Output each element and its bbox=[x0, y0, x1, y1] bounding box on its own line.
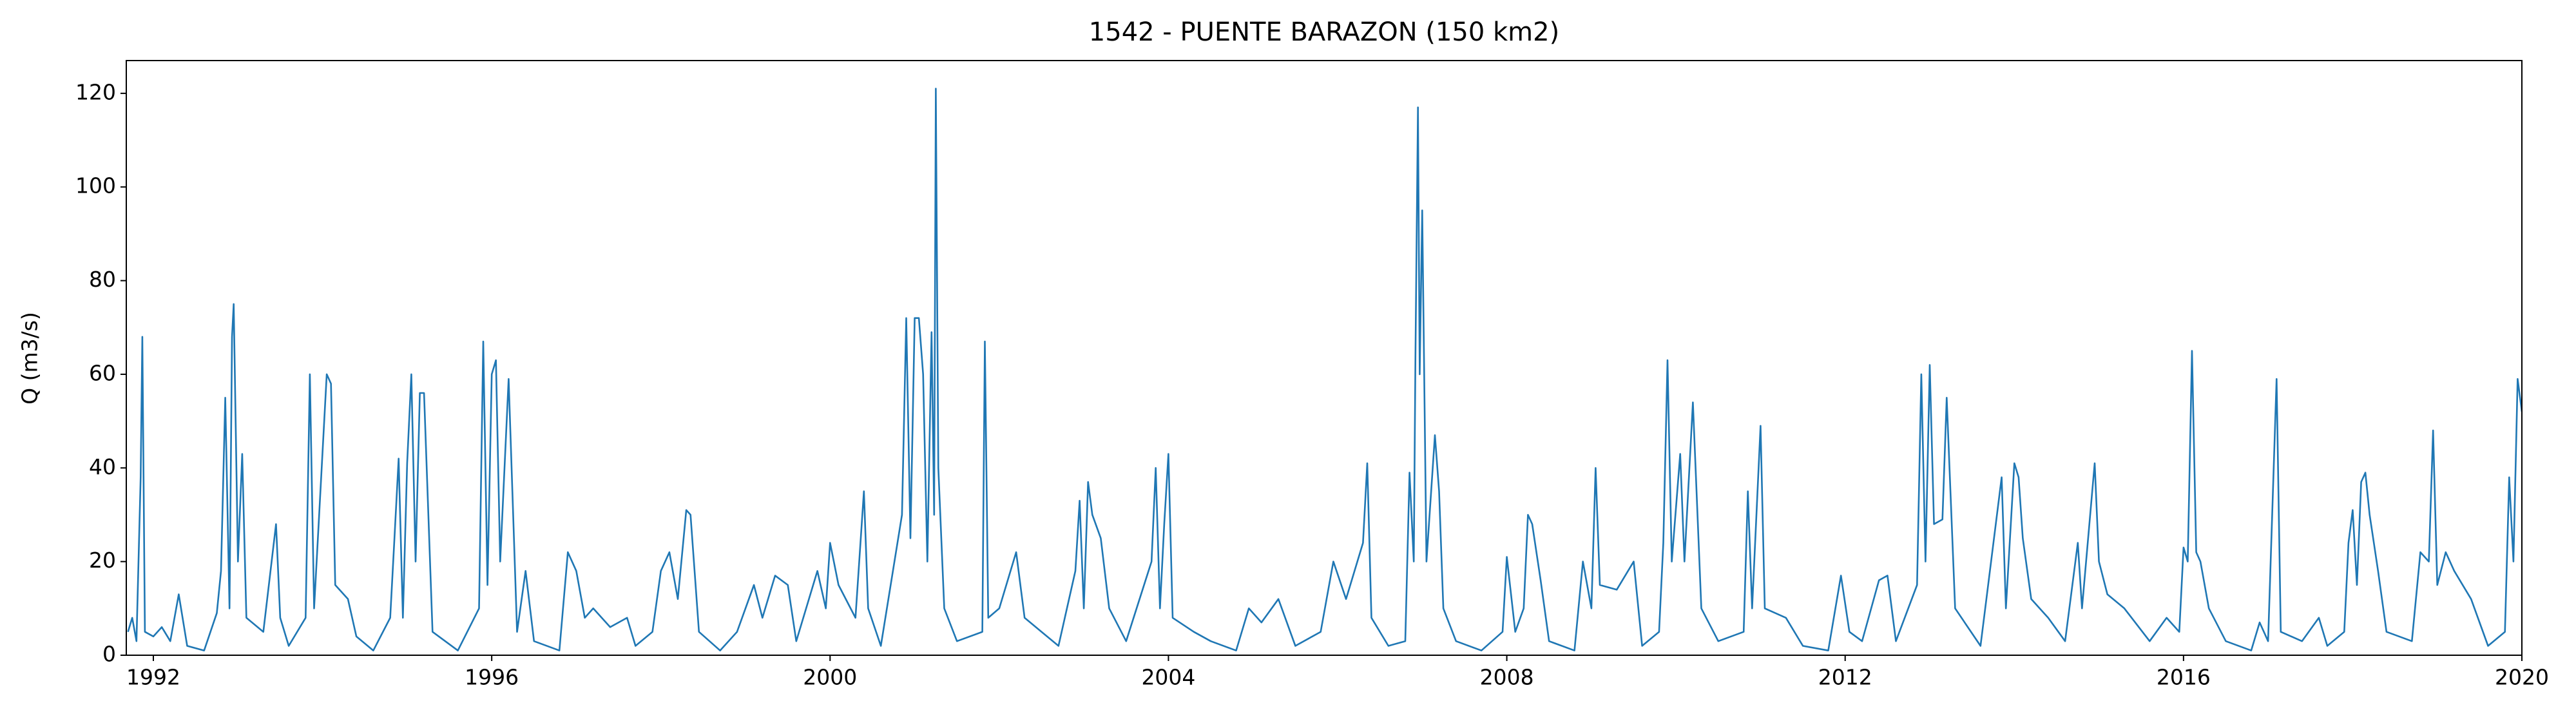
y-tick-label: 60 bbox=[89, 360, 116, 385]
y-tick-label: 80 bbox=[89, 267, 116, 292]
x-tick-label: 1996 bbox=[465, 665, 519, 690]
y-tick-label: 0 bbox=[102, 642, 116, 667]
x-tick-label: 2012 bbox=[1818, 665, 1872, 690]
x-tick-label: 1992 bbox=[126, 665, 180, 690]
series-line bbox=[127, 88, 2522, 651]
y-tick-label: 20 bbox=[89, 548, 116, 573]
x-tick-label: 2016 bbox=[2157, 665, 2211, 690]
y-tick-label: 120 bbox=[75, 79, 116, 104]
x-tick-label: 2020 bbox=[2495, 665, 2549, 690]
x-tick-label: 2004 bbox=[1141, 665, 1195, 690]
x-tick-label: 2008 bbox=[1480, 665, 1534, 690]
y-axis-label: Q (m3/s) bbox=[17, 312, 43, 405]
plot-frame bbox=[126, 60, 2523, 656]
chart-title: 1542 - PUENTE BARAZON (150 km2) bbox=[1089, 17, 1559, 47]
x-tick-label: 2000 bbox=[803, 665, 857, 690]
y-tick-label: 40 bbox=[89, 454, 116, 479]
y-tick-label: 100 bbox=[75, 173, 116, 198]
